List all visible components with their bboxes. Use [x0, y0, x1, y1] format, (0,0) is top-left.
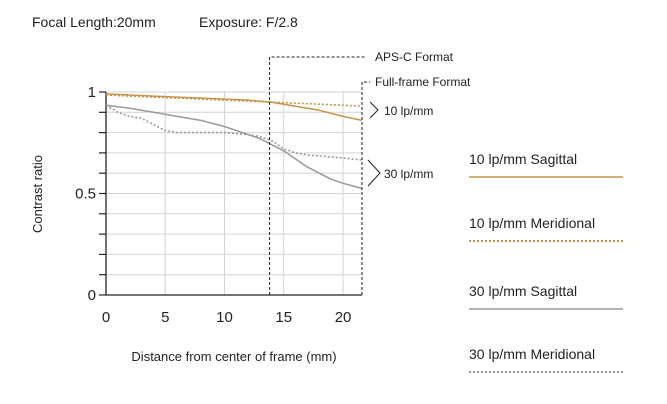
x-axis-label: Distance from center of frame (mm) [131, 349, 336, 364]
legend-label-4: 30 lp/mm Meridional [469, 346, 595, 362]
full-frame-format-label: Full-frame Format [375, 75, 471, 89]
group-10-brace-icon [369, 101, 379, 119]
aps-c-format-label: APS-C Format [375, 50, 454, 64]
series-line-2 [105, 94, 363, 107]
exposure-label: Exposure: F/2.8 [199, 14, 298, 30]
x-tick-label: 20 [335, 309, 352, 326]
format-markers [269, 56, 370, 295]
group-30-brace-icon [367, 159, 381, 187]
group-30-label: 30 lp/mm [384, 167, 433, 181]
series-line-3 [105, 104, 363, 190]
x-tick-label: 0 [102, 309, 110, 326]
y-axis-label: Contrast ratio [30, 155, 45, 233]
focal-length-label: Focal Length:20mm [32, 14, 156, 30]
legend-label-1: 10 lp/mm Sagittal [469, 151, 577, 167]
x-tick-label: 10 [216, 309, 233, 326]
y-tick-label: 0.5 [75, 186, 96, 203]
grid [106, 91, 362, 295]
series-line-4 [105, 104, 363, 161]
series-lines [105, 93, 363, 190]
x-tick-label: 5 [161, 309, 169, 326]
group-10-label: 10 lp/mm [384, 104, 433, 118]
x-tick-label: 15 [275, 309, 292, 326]
y-tick-label: 0 [88, 287, 96, 304]
legend-label-2: 10 lp/mm Meridional [469, 215, 595, 231]
aps-c-format-line [269, 56, 366, 295]
legend-label-3: 30 lp/mm Sagittal [469, 283, 577, 299]
series-line-1 [105, 93, 363, 122]
axes: 0 5 10 15 20 0 0.5 1 [75, 84, 362, 326]
full-frame-format-line [361, 81, 370, 295]
legend: 10 lp/mm Sagittal 10 lp/mm Meridional 30 l… [469, 151, 623, 373]
y-tick-label: 1 [88, 84, 96, 101]
